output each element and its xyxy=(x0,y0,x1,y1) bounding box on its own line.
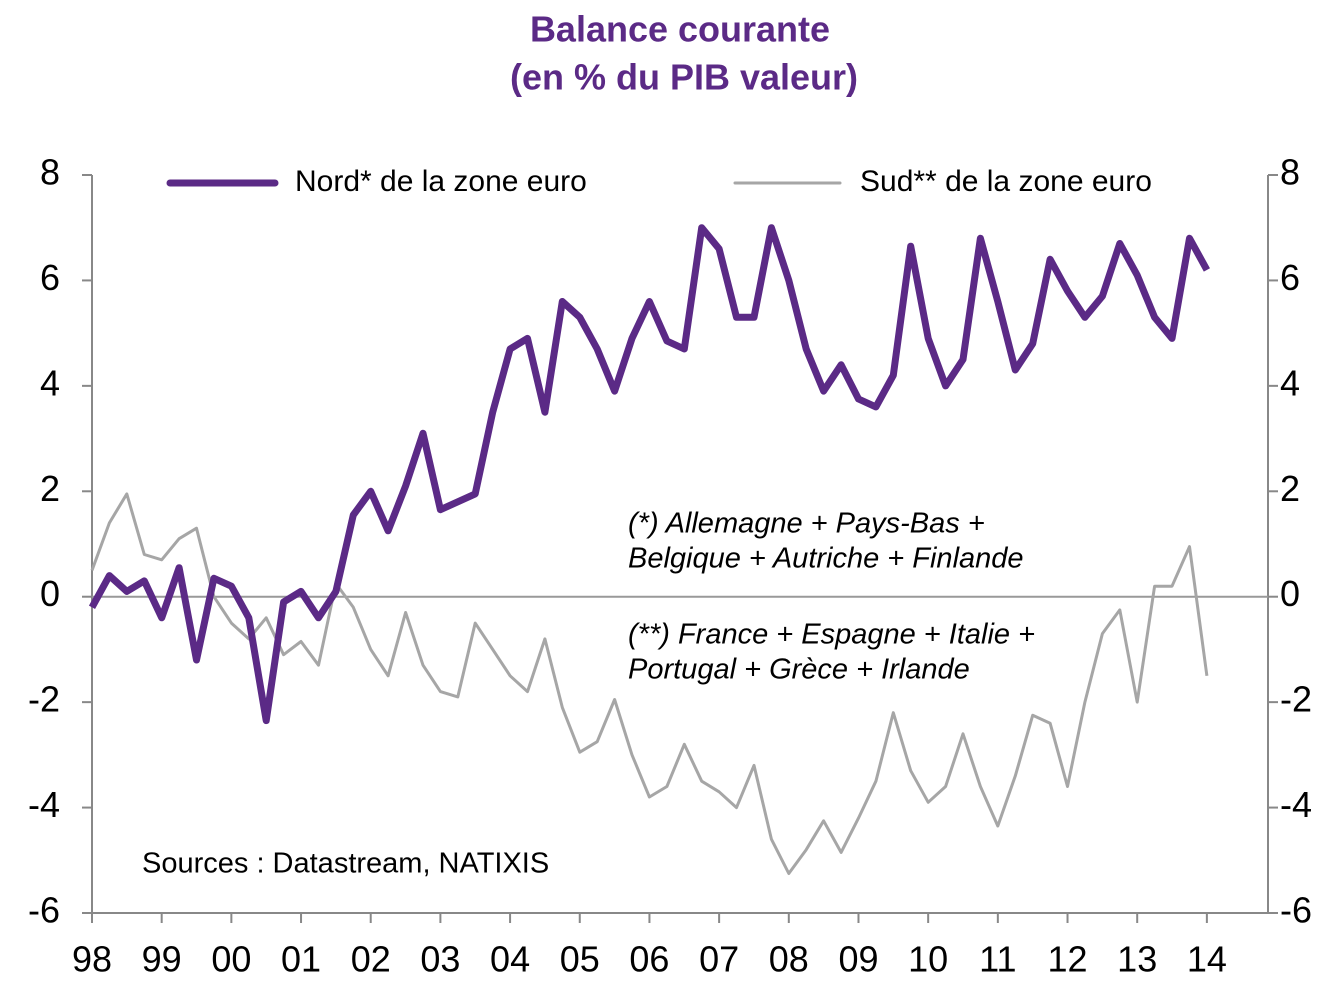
y-tick-label: -4 xyxy=(28,784,60,825)
y2-tick-label: -6 xyxy=(1280,890,1312,931)
y-tick-label: 8 xyxy=(40,152,60,193)
x-tick-label: 14 xyxy=(1187,939,1227,980)
x-tick-label: 02 xyxy=(351,939,391,980)
x-tick-label: 98 xyxy=(72,939,112,980)
x-tick-label: 99 xyxy=(142,939,182,980)
x-tick-label: 03 xyxy=(420,939,460,980)
x-tick-label: 13 xyxy=(1117,939,1157,980)
y-tick-label: -2 xyxy=(28,679,60,720)
x-tick-label: 07 xyxy=(699,939,739,980)
annotation: Belgique + Autriche + Finlande xyxy=(628,543,1024,575)
y-tick-label: 0 xyxy=(40,573,60,614)
y-tick-label: 6 xyxy=(40,257,60,298)
x-tick-label: 10 xyxy=(908,939,948,980)
annotation: (**) France + Espagne + Italie + xyxy=(628,619,1035,651)
y2-tick-label: -4 xyxy=(1280,784,1312,825)
y2-tick-label: 6 xyxy=(1280,257,1300,298)
x-tick-label: 01 xyxy=(281,939,321,980)
y-tick-label: 2 xyxy=(40,468,60,509)
y-tick-label: -6 xyxy=(28,890,60,931)
y-tick-label: 4 xyxy=(40,362,60,403)
x-tick-label: 05 xyxy=(560,939,600,980)
x-tick-label: 08 xyxy=(769,939,809,980)
x-tick-label: 06 xyxy=(629,939,669,980)
x-tick-label: 12 xyxy=(1047,939,1087,980)
source: Sources : Datastream, NATIXIS xyxy=(142,848,549,880)
annotation: Portugal + Grèce + Irlande xyxy=(628,654,970,686)
x-tick-label: 11 xyxy=(979,939,1016,980)
x-tick-label: 09 xyxy=(838,939,878,980)
x-tick-label: 00 xyxy=(211,939,251,980)
y2-tick-label: 4 xyxy=(1280,362,1300,403)
legend-label: Sud** de la zone euro xyxy=(860,165,1152,198)
annotation: (*) Allemagne + Pays-Bas + xyxy=(628,508,985,540)
y2-tick-label: 2 xyxy=(1280,468,1300,509)
series-line xyxy=(88,224,1210,725)
chart-title: (en % du PIB valeur) xyxy=(510,57,858,98)
x-tick-label: 04 xyxy=(490,939,530,980)
legend-label: Nord* de la zone euro xyxy=(295,165,587,198)
y2-tick-label: -2 xyxy=(1280,679,1312,720)
y2-tick-label: 0 xyxy=(1280,573,1300,614)
chart-title: Balance courante xyxy=(530,9,830,50)
y2-tick-label: 8 xyxy=(1280,152,1300,193)
